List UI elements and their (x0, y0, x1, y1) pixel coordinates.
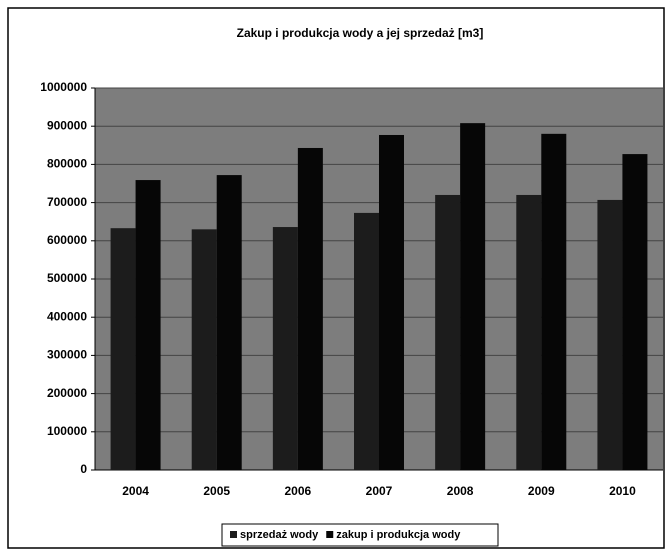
y-tick-label: 400000 (47, 309, 87, 323)
y-tick-label: 0 (80, 462, 87, 476)
y-tick-label: 900000 (47, 118, 87, 132)
y-tick-label: 600000 (47, 233, 87, 247)
legend-box (221, 523, 499, 547)
bar (597, 199, 623, 470)
y-tick-label: 500000 (47, 271, 87, 285)
chart-title: Zakup i produkcja wody a jej sprzedaż [m… (237, 26, 484, 40)
legend-swatch (230, 531, 237, 538)
y-tick-label: 100000 (47, 424, 87, 438)
legend-swatch (326, 531, 334, 538)
bar (272, 227, 298, 470)
bar (622, 154, 648, 470)
x-tick-label: 2006 (285, 484, 312, 498)
legend-label: zakup i produkcja wody (336, 529, 461, 541)
bar (541, 133, 567, 470)
legend-label: sprzedaż wody (240, 529, 319, 541)
bar (216, 175, 242, 470)
bar (191, 229, 217, 470)
y-tick-label: 800000 (47, 157, 87, 171)
x-tick-label: 2004 (122, 484, 149, 498)
bar (460, 123, 486, 471)
x-tick-label: 2010 (609, 484, 636, 498)
bar (297, 147, 323, 470)
bar (379, 134, 404, 470)
bar (516, 194, 542, 470)
bar (354, 212, 379, 470)
x-tick-label: 2007 (366, 484, 393, 498)
y-tick-label: 1000000 (40, 80, 87, 94)
y-tick-label: 200000 (47, 386, 87, 400)
x-tick-label: 2005 (203, 484, 230, 498)
bar (110, 228, 136, 470)
y-tick-label: 700000 (47, 195, 87, 209)
y-tick-label: 300000 (47, 348, 87, 362)
bar (435, 194, 461, 470)
x-tick-label: 2009 (528, 484, 555, 498)
bar (135, 180, 161, 470)
x-tick-label: 2008 (447, 484, 474, 498)
